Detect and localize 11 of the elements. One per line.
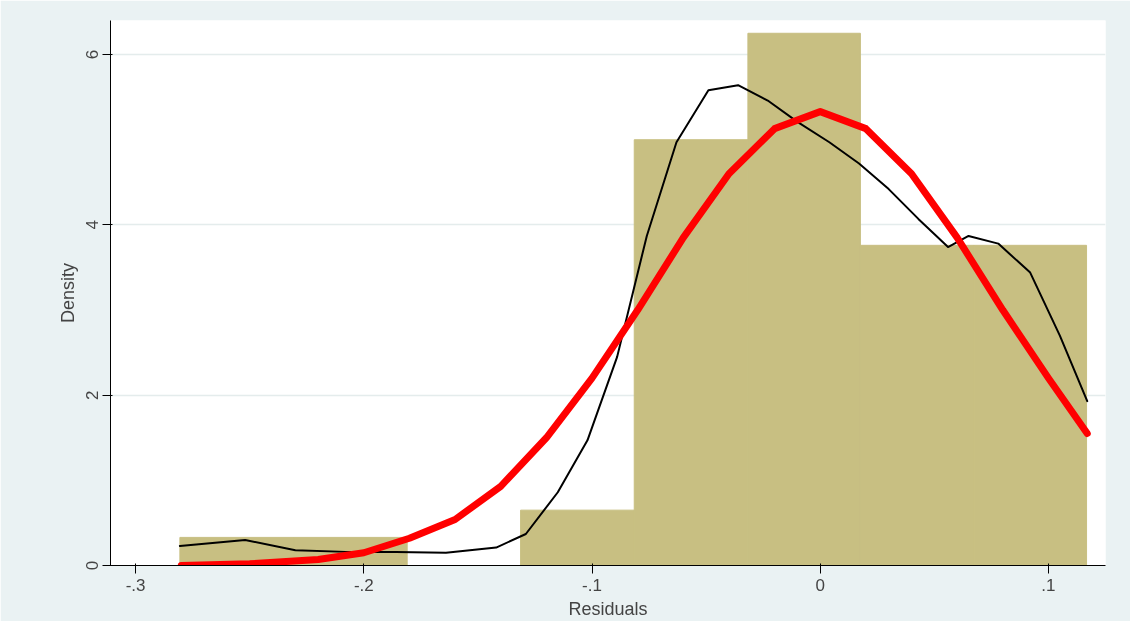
y-tick-label: 2: [82, 390, 102, 400]
x-tick-label: -.3: [125, 575, 146, 595]
x-axis-title: Residuals: [568, 598, 648, 619]
y-tick-label: 4: [82, 220, 102, 230]
x-tick-label: -.2: [353, 575, 374, 595]
x-tick-label: .1: [1041, 575, 1056, 595]
y-axis-title: Density: [57, 262, 78, 324]
y-tick-label: 6: [82, 49, 102, 60]
y-tick-label: 0: [82, 560, 102, 571]
x-tick-label: -.1: [582, 575, 602, 595]
x-tick-label: 0: [815, 575, 825, 595]
